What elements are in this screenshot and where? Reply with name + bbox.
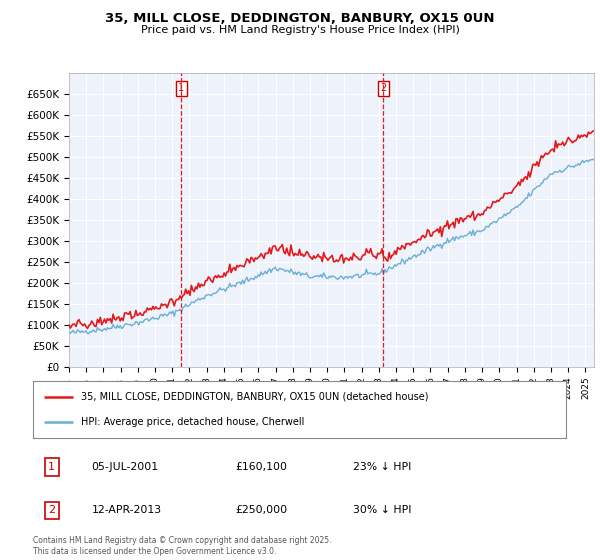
Text: 35, MILL CLOSE, DEDDINGTON, BANBURY, OX15 0UN: 35, MILL CLOSE, DEDDINGTON, BANBURY, OX1…: [105, 12, 495, 25]
Text: 1: 1: [48, 462, 55, 472]
Text: 35, MILL CLOSE, DEDDINGTON, BANBURY, OX15 0UN (detached house): 35, MILL CLOSE, DEDDINGTON, BANBURY, OX1…: [81, 392, 428, 402]
Text: Price paid vs. HM Land Registry's House Price Index (HPI): Price paid vs. HM Land Registry's House …: [140, 25, 460, 35]
Text: HPI: Average price, detached house, Cherwell: HPI: Average price, detached house, Cher…: [81, 417, 304, 427]
Text: £250,000: £250,000: [235, 505, 287, 515]
Text: 05-JUL-2001: 05-JUL-2001: [92, 462, 159, 472]
Text: 30% ↓ HPI: 30% ↓ HPI: [353, 505, 411, 515]
Text: 12-APR-2013: 12-APR-2013: [92, 505, 162, 515]
Text: £160,100: £160,100: [235, 462, 287, 472]
Text: 2: 2: [380, 83, 386, 93]
Text: 2: 2: [48, 505, 55, 515]
Text: 1: 1: [178, 83, 184, 93]
Text: 23% ↓ HPI: 23% ↓ HPI: [353, 462, 411, 472]
Text: Contains HM Land Registry data © Crown copyright and database right 2025.
This d: Contains HM Land Registry data © Crown c…: [33, 536, 331, 556]
